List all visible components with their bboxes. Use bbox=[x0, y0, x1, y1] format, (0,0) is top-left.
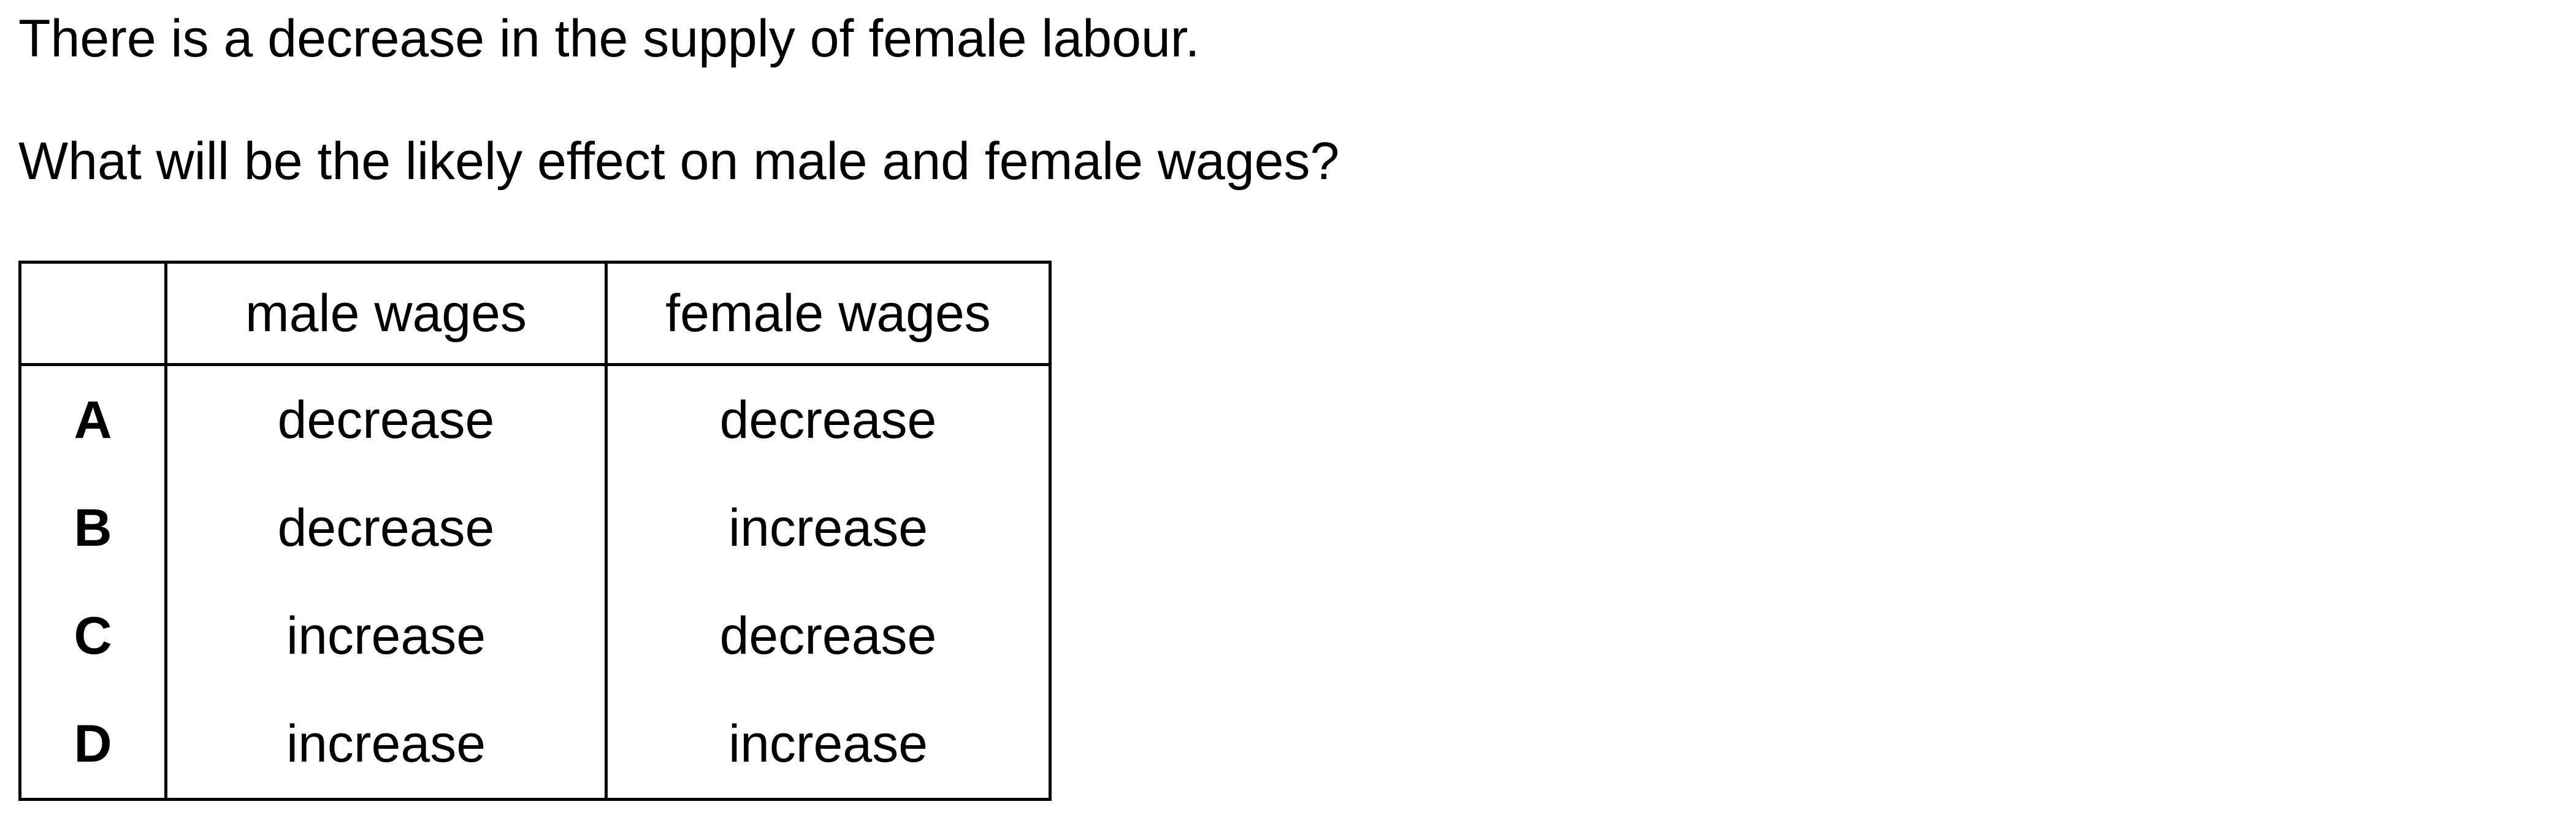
option-key: B bbox=[18, 474, 167, 582]
option-key: A bbox=[18, 364, 167, 474]
table-row-c[interactable]: C increase decrease bbox=[18, 582, 1052, 690]
table-header-row: male wages female wages bbox=[18, 261, 1052, 366]
male-wages-cell: increase bbox=[164, 582, 608, 690]
header-male-wages: male wages bbox=[164, 261, 608, 366]
male-wages-cell: decrease bbox=[164, 474, 608, 582]
table-row-a[interactable]: A decrease decrease bbox=[18, 364, 1052, 474]
male-wages-cell: increase bbox=[164, 690, 608, 801]
table-row-d[interactable]: D increase increase bbox=[18, 690, 1052, 801]
option-key: D bbox=[18, 690, 167, 801]
table-row-b[interactable]: B decrease increase bbox=[18, 474, 1052, 582]
question-prompt: What will be the likely effect on male a… bbox=[18, 132, 1340, 191]
male-wages-cell: decrease bbox=[164, 364, 608, 474]
header-option-key bbox=[18, 261, 167, 366]
female-wages-cell: increase bbox=[605, 474, 1052, 582]
female-wages-cell: decrease bbox=[605, 582, 1052, 690]
question-statement: There is a decrease in the supply of fem… bbox=[18, 9, 1200, 68]
female-wages-cell: increase bbox=[605, 690, 1052, 801]
option-key: C bbox=[18, 582, 167, 690]
female-wages-cell: decrease bbox=[605, 364, 1052, 474]
header-female-wages: female wages bbox=[605, 261, 1052, 366]
answer-options-table: male wages female wages A decrease decre… bbox=[18, 261, 1052, 801]
